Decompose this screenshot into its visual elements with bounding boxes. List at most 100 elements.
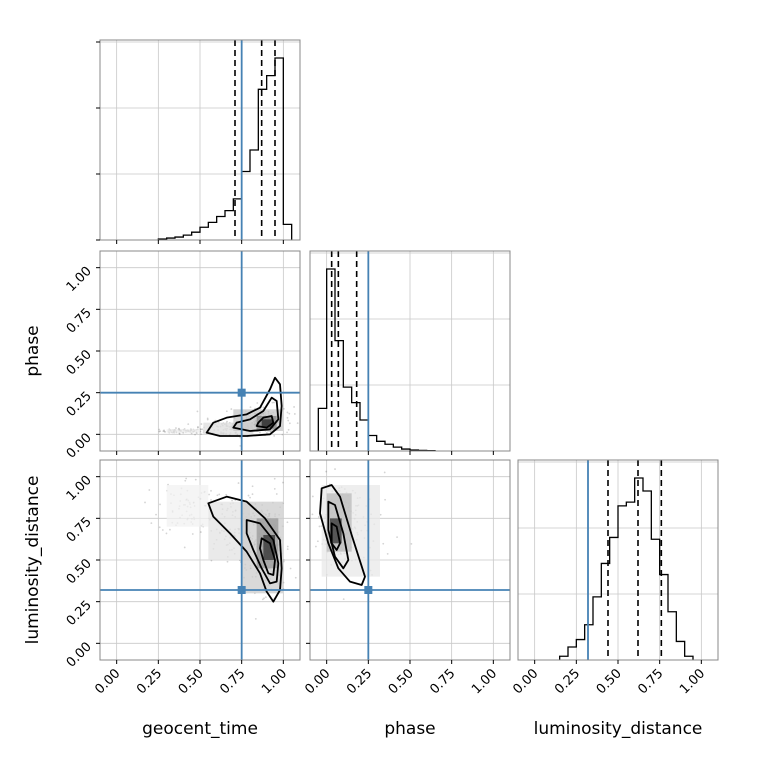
scatter-point [293, 413, 296, 415]
scatter-point [379, 513, 382, 516]
scatter-point [197, 426, 199, 428]
scatter-panel-phase-luminosity_distance: 0.00 0.25 0.50 0.75 1.00 [296, 456, 511, 697]
scatter-point [150, 522, 153, 525]
scatter-point [273, 434, 276, 437]
contour-2 [330, 522, 341, 551]
geocent_time-phase-y-tick-label-4: 1.00 [64, 264, 95, 295]
luminosity_distance-x-tick-label-2: 0.50 [594, 666, 625, 697]
scatter-point [159, 503, 161, 506]
scatter-point [158, 428, 161, 431]
histogram-phase [317, 268, 436, 452]
geocent_time-phase-y-tick-label-3: 0.75 [64, 306, 95, 337]
scatter-point [163, 430, 166, 433]
phase-luminosity_distance-x-tick-label-1: 0.25 [344, 666, 375, 697]
geocent_time-phase-y-tick-label-2: 0.50 [64, 347, 95, 378]
x-axis-label-luminosity_distance: luminosity_distance [534, 719, 703, 739]
scatter-point [261, 598, 264, 601]
scatter-point [218, 493, 221, 496]
scatter-point [210, 489, 212, 492]
density-block-2 [330, 518, 342, 544]
scatter-point [247, 494, 250, 497]
scatter-point [296, 422, 299, 425]
hist-panel-geocent_time [96, 39, 301, 244]
scatter-point [311, 513, 314, 516]
scatter-point [163, 429, 165, 432]
contour-0 [207, 495, 283, 603]
scatter-point [225, 410, 228, 413]
scatter-point [282, 481, 284, 484]
scatter-point [311, 495, 314, 498]
histogram-geocent_time [157, 57, 293, 240]
scatter-point [325, 470, 328, 473]
scatter-point [194, 478, 197, 481]
scatter-point [254, 617, 257, 620]
histogram-luminosity_distance [559, 477, 694, 660]
scatter-point [231, 499, 233, 502]
geocent_time-phase-y-tick-label-1: 0.25 [64, 389, 95, 420]
scatter-point [282, 559, 285, 561]
scatter-point [256, 402, 259, 404]
scatter-point [297, 529, 299, 531]
geocent_time-luminosity_distance-x-tick-label-2: 0.50 [176, 666, 207, 697]
scatter-point [384, 498, 386, 501]
scatter-point [159, 430, 162, 432]
scatter-point [265, 432, 268, 434]
scatter-point [273, 477, 276, 480]
y-axis-label-luminosity_distance: luminosity_distance [23, 476, 43, 645]
panel-contents [296, 456, 510, 660]
contour-0 [319, 484, 366, 586]
scatter-point [158, 430, 161, 433]
scatter-point [178, 432, 181, 435]
geocent_time-luminosity_distance-x-tick-label-4: 1.00 [259, 666, 290, 697]
scatter-point [286, 431, 288, 434]
scatter-point [281, 433, 284, 436]
scatter-point [196, 410, 199, 413]
scatter-point [210, 559, 213, 562]
scatter-point [317, 516, 320, 518]
scatter-point [201, 428, 204, 431]
scatter-point [286, 411, 289, 414]
scatter-point [162, 430, 165, 433]
scatter-point [287, 419, 290, 422]
scatter-point [169, 528, 171, 531]
scatter-point [199, 531, 202, 533]
scatter-point [216, 494, 219, 497]
geocent_time-luminosity_distance-x-tick-label-0: 0.00 [92, 666, 123, 697]
scatter-point [334, 468, 336, 470]
scatter-point [282, 407, 285, 410]
scatter-point [161, 529, 164, 531]
scatter-point [190, 432, 193, 435]
scatter-point [306, 421, 308, 423]
scatter-point [144, 501, 146, 504]
scatter-point [178, 433, 181, 435]
scatter-point [386, 552, 389, 555]
luminosity_distance-x-tick-label-0: 0.00 [510, 666, 541, 697]
x-axis-label-geocent_time: geocent_time [142, 719, 258, 739]
scatter-point [184, 479, 187, 482]
geocent_time-luminosity_distance-y-tick-label-0: 0.00 [64, 640, 95, 671]
scatter-point [263, 597, 265, 600]
y-axis-label-phase: phase [23, 325, 43, 376]
phase-luminosity_distance-x-tick-label-0: 0.00 [302, 666, 333, 697]
scatter-point [251, 485, 254, 488]
scatter-point [155, 513, 157, 516]
injection-marker [237, 388, 246, 397]
scatter-point [165, 532, 168, 535]
contour-1 [327, 500, 350, 570]
scatter-point [383, 456, 385, 458]
scatter-point [226, 420, 228, 423]
scatter-point [200, 423, 203, 425]
density-block-0 [166, 485, 209, 527]
scatter-point [286, 416, 289, 419]
scatter-point [197, 426, 199, 429]
geocent_time-luminosity_distance-y-tick-label-4: 1.00 [64, 473, 95, 504]
scatter-point [305, 434, 307, 436]
scatter-point [199, 428, 202, 431]
injection-marker [364, 586, 373, 594]
density-block-4 [263, 535, 275, 560]
phase-luminosity_distance-x-tick-label-4: 1.00 [469, 666, 500, 697]
scatter-point [225, 493, 228, 496]
scatter-point [287, 428, 290, 431]
scatter-point [296, 549, 298, 551]
geocent_time-luminosity_distance-y-tick-label-2: 0.50 [64, 556, 95, 587]
